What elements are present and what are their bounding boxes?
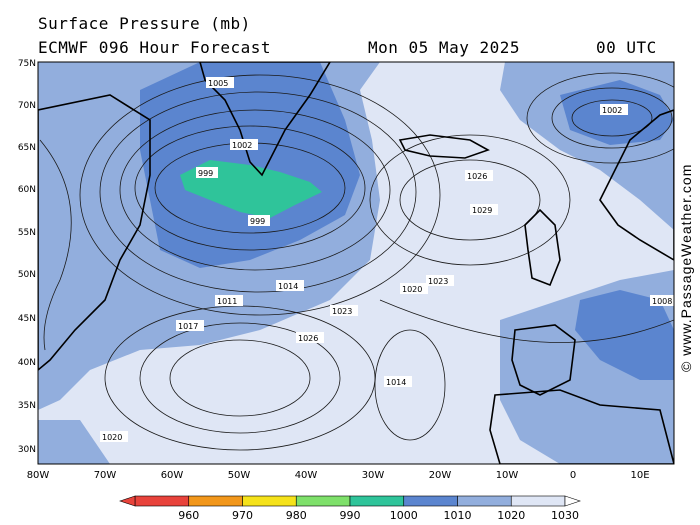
legend-value: 980 (286, 509, 307, 522)
band-1010-sw (38, 420, 110, 464)
lat-label: 30N (18, 445, 36, 455)
legend-swatch (242, 495, 297, 507)
lon-label: 20W (429, 470, 452, 481)
lat-label: 45N (18, 314, 36, 324)
center-label: 1020 (102, 433, 122, 442)
british-isles (524, 208, 561, 287)
legend-value: 990 (340, 509, 361, 522)
forecast-model: ECMWF 096 Hour Forecast (38, 38, 272, 57)
legend-min-arrow (119, 495, 136, 507)
legend-swatch (349, 495, 405, 507)
center-label: 1029 (472, 206, 492, 215)
legend-swatch (295, 495, 351, 507)
lon-label: 80W (27, 470, 50, 481)
lon-label: 50W (228, 470, 251, 481)
iberia (511, 324, 576, 396)
isobar-label: 1011 (217, 297, 237, 306)
legend-value: 1000 (390, 509, 418, 522)
map-frame (37, 61, 675, 465)
lon-label: 60W (161, 470, 184, 481)
lon-label: 10W (496, 470, 519, 481)
center-label: 1026 (467, 172, 487, 181)
legend-max-arrow (564, 495, 581, 507)
isobar-label: 1023 (428, 277, 448, 286)
chart-title: Surface Pressure (mb) (38, 14, 251, 33)
legend-value: 1010 (444, 509, 472, 522)
legend-value: 960 (178, 509, 199, 522)
lat-label: 60N (18, 185, 36, 195)
band-1000-se (575, 290, 674, 380)
isobar-label: 1002 (602, 106, 622, 115)
lon-label: 0 (570, 470, 576, 481)
credit-text: © www.PassageWeather.com (678, 163, 694, 372)
isobar-label: 1005 (208, 79, 228, 88)
lat-label: 65N (18, 143, 36, 153)
forecast-time: 00 UTC (596, 38, 657, 57)
lat-label: 75N (18, 59, 36, 69)
lat-label: 70N (18, 101, 36, 111)
isobar-label: 1014 (278, 282, 298, 291)
legend-swatch (134, 495, 190, 507)
legend-value: 1030 (551, 509, 579, 522)
center-label: 1014 (386, 378, 406, 387)
lat-label: 40N (18, 358, 36, 368)
legend-swatch (510, 495, 566, 507)
center-label: 1023 (332, 307, 352, 316)
greenland (199, 62, 331, 177)
iceland (398, 134, 490, 159)
lat-label: 50N (18, 270, 36, 280)
isobar-label: 999 (198, 169, 213, 178)
isobar-label: 1008 (652, 297, 672, 306)
lon-label: 70W (94, 470, 117, 481)
legend-value: 970 (232, 509, 253, 522)
legend-colorbar (119, 495, 581, 507)
legend-swatch (403, 495, 458, 507)
center-label: 1002 (232, 141, 252, 150)
isobar-label: 1020 (402, 285, 422, 294)
lon-label: 10E (630, 470, 649, 481)
legend-value: 1020 (497, 509, 525, 522)
lat-label: 55N (18, 228, 36, 238)
north-america (38, 94, 151, 372)
isobar-label: 1017 (178, 322, 198, 331)
forecast-date: Mon 05 May 2025 (368, 38, 520, 57)
scandinavia (599, 109, 674, 261)
lon-label: 30W (362, 470, 385, 481)
legend-swatch (188, 495, 243, 507)
lat-label: 35N (18, 401, 36, 411)
africa (489, 389, 674, 464)
legend-swatch (457, 495, 512, 507)
lon-label: 40W (295, 470, 318, 481)
isobar-label: 1026 (298, 334, 318, 343)
center-label: 999 (250, 217, 265, 226)
